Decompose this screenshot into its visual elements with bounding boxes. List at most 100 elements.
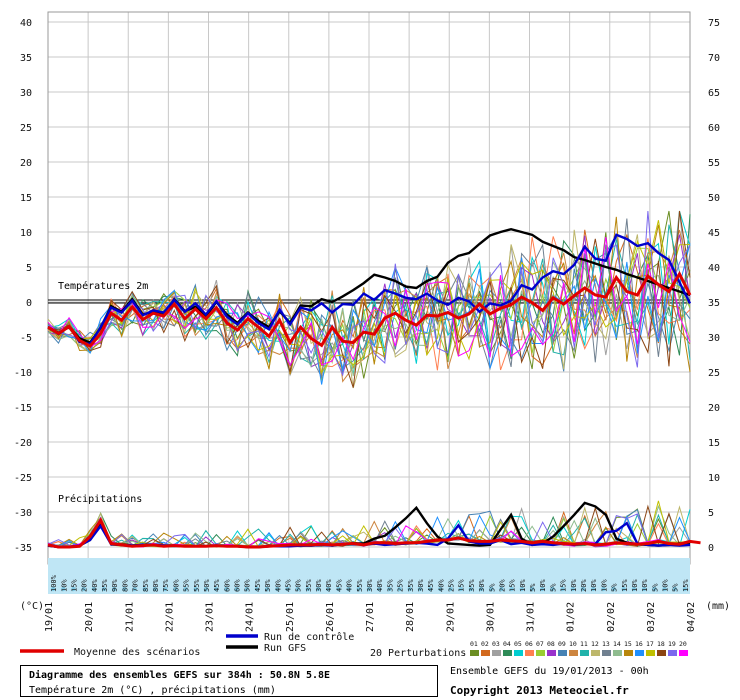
probability-label: 35% (386, 579, 394, 592)
right-tick: 25 (708, 368, 720, 379)
perturbation-swatch (569, 650, 578, 656)
probability-label: 5% (651, 583, 659, 592)
probability-label: 40% (274, 579, 282, 592)
perturbation-id: 20 (679, 640, 687, 648)
left-tick: 5 (26, 263, 32, 274)
perturbation-swatch (481, 650, 490, 656)
perturbation-id: 13 (602, 640, 610, 648)
perturbation-swatch (536, 650, 545, 656)
perturbation-id: 03 (492, 640, 500, 648)
probability-label: 40% (437, 579, 445, 592)
date-tick: 04/02 (686, 602, 697, 632)
probability-label: 80% (121, 579, 129, 592)
probability-label: 10% (600, 579, 608, 592)
perturbation-line (47, 220, 691, 374)
date-tick: 31/01 (526, 602, 537, 632)
right-tick: 70 (708, 53, 720, 64)
left-axis-unit: (°C) (20, 601, 44, 612)
probability-label: 20% (498, 579, 506, 592)
probability-label: 25% (397, 579, 405, 592)
perturbation-line (47, 210, 691, 376)
probability-label: 5% (488, 583, 496, 592)
left-tick: 40 (20, 18, 32, 29)
perturbation-line (47, 236, 691, 367)
probability-label: 50% (244, 579, 252, 592)
probability-label: 25% (448, 579, 456, 592)
probability-label: 50% (264, 579, 272, 592)
date-axis-ticks: 19/01 20/01 21/01 22/01 23/01 24/01 25/01 26/01… (44, 602, 697, 632)
perturbation-id: 10 (569, 640, 577, 648)
left-tick: -35 (14, 543, 32, 554)
probability-label: 60% (172, 579, 180, 592)
probability-label: 35% (468, 579, 476, 592)
right-tick: 35 (708, 298, 720, 309)
left-tick: -10 (14, 368, 32, 379)
left-tick: -20 (14, 438, 32, 449)
perturbation-swatch (646, 650, 655, 656)
date-tick: 03/02 (646, 602, 657, 632)
perturbation-swatch (624, 650, 633, 656)
legend-mean-label: Moyenne des scénarios (74, 646, 200, 658)
perturbation-id: 05 (514, 640, 522, 648)
probability-label: 75% (162, 579, 170, 592)
probability-label: 15% (682, 579, 690, 592)
date-tick: 19/01 (44, 602, 55, 632)
right-tick: 0 (708, 543, 714, 554)
right-tick: 40 (708, 263, 720, 274)
right-tick: 45 (708, 228, 720, 239)
perturbation-swatch (580, 650, 589, 656)
perturbation-id: 19 (668, 640, 676, 648)
perturbation-id: 07 (536, 640, 544, 648)
right-axis-unit: (mm) (706, 601, 730, 612)
left-tick: 20 (20, 158, 32, 169)
probability-label: 100% (50, 574, 58, 592)
probability-label: 60% (234, 579, 242, 592)
date-tick: 21/01 (124, 602, 135, 632)
legend-perturbations-label: 20 Perturbations (370, 648, 466, 659)
perturbation-swatch (613, 650, 622, 656)
right-tick: 15 (708, 438, 720, 449)
perturbation-id: 17 (646, 640, 654, 648)
probability-label: 30% (315, 579, 323, 592)
probability-label: 5% (529, 583, 537, 592)
probability-label: 80% (152, 579, 160, 592)
footer-subtitle: Température 2m (°C) , précipitations (mm… (29, 685, 276, 696)
probability-label: 35% (305, 579, 313, 592)
left-tick: 10 (20, 228, 32, 239)
perturbation-swatch (668, 650, 677, 656)
left-tick: 30 (20, 88, 32, 99)
probability-label: 10% (570, 579, 578, 592)
right-tick: 20 (708, 403, 720, 414)
main-series (47, 227, 701, 549)
left-tick: -15 (14, 403, 32, 414)
perturbation-id: 15 (624, 640, 632, 648)
perturbation-id: 01 (470, 640, 478, 648)
right-tick: 65 (708, 88, 720, 99)
right-tick: 50 (708, 193, 720, 204)
date-tick: 27/01 (365, 602, 376, 632)
probability-label: 45% (335, 579, 343, 592)
footer-box: Diagramme des ensembles GEFS sur 384h : … (20, 665, 438, 697)
left-tick: 25 (20, 123, 32, 134)
panel-label-temperature: Températures 2m (58, 280, 148, 292)
probability-label: 55% (356, 579, 364, 592)
perturbation-id: 08 (547, 640, 555, 648)
perturbation-swatch (635, 650, 644, 656)
probability-label: 40% (346, 579, 354, 592)
right-tick: 10 (708, 473, 720, 484)
run-info: Ensemble GEFS du 19/01/2013 - 00h (450, 666, 649, 677)
probability-label: 15% (621, 579, 629, 592)
probability-label: 60% (223, 579, 231, 592)
probability-label: 10% (631, 579, 639, 592)
probability-label: 10% (539, 579, 547, 592)
perturbation-id: 09 (558, 640, 566, 648)
probability-label: 5% (549, 583, 557, 592)
footer-title: Diagramme des ensembles GEFS sur 384h : … (29, 670, 331, 681)
perturbation-swatch (657, 650, 666, 656)
perturbation-swatch (558, 650, 567, 656)
right-tick: 55 (708, 158, 720, 169)
perturbation-id: 16 (635, 640, 643, 648)
right-tick: 75 (708, 18, 720, 29)
